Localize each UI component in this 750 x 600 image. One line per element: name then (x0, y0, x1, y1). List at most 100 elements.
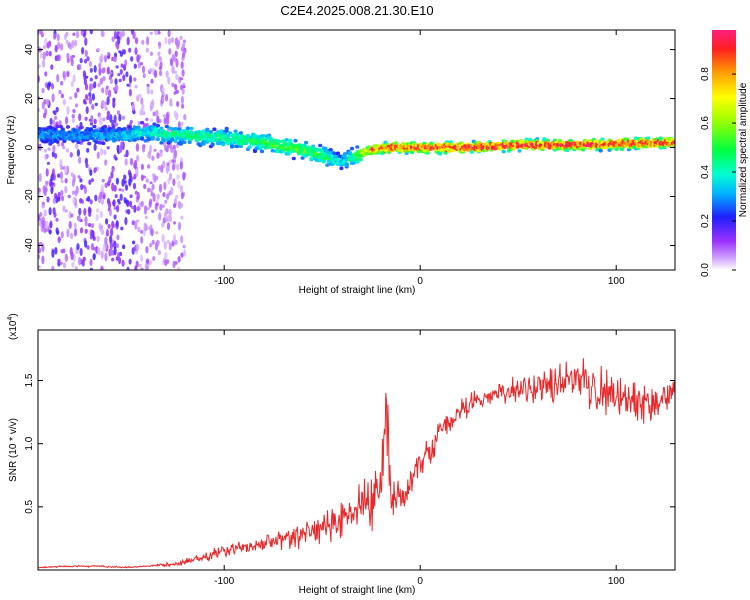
spectrogram-noise-cell (159, 149, 163, 154)
spectrogram-ridge-cell (349, 146, 355, 151)
spectrogram-noise-cell (45, 220, 49, 230)
spectrogram-noise-cell (78, 113, 82, 122)
spectrogram-noise-cell (169, 103, 173, 107)
spectrogram-noise-cell (102, 194, 106, 200)
spectrogram-noise-cell (107, 200, 112, 210)
spectrogram-noise-cell (80, 183, 84, 191)
spectrogram-ridge-cell (58, 124, 64, 129)
spectrogram-noise-cell (85, 106, 89, 114)
spectrogram-noise-cell (43, 227, 48, 233)
spectrogram-noise-cell (62, 205, 66, 213)
spectrogram-noise-cell (71, 179, 75, 187)
spectrogram-noise-cell (77, 215, 81, 222)
spectrogram-noise-cell (113, 154, 117, 160)
spectrogram-noise-cell (71, 54, 75, 58)
spectrogram-noise-cell (135, 260, 139, 268)
spectrogram-noise-cell (63, 33, 67, 41)
spectrogram-noise-cell (123, 174, 127, 180)
spectrogram-ridge-cell (212, 127, 217, 131)
spectrogram-ridge-cell (517, 149, 522, 153)
spectrogram-noise-cell (140, 97, 144, 105)
spectrogram-noise-cell (75, 30, 80, 39)
spectrogram-noise-cell (116, 234, 120, 241)
spectrogram-noise-cell (139, 62, 143, 66)
spectrogram-noise-cell (147, 154, 151, 158)
spectrogram-noise-cell (150, 118, 154, 123)
spectrogram-noise-cell (87, 195, 91, 202)
spectrogram-noise-cell (70, 213, 74, 218)
spectrogram-noise-cell (144, 205, 148, 211)
spectrogram-noise-cell (51, 265, 55, 270)
y-tick-label: -40 (24, 238, 35, 253)
spectrogram-noise-cell (46, 42, 50, 49)
spectrogram-ridge-cell (155, 123, 161, 128)
spectrogram-noise-cell (50, 64, 54, 70)
spectrogram-noise-cell (146, 83, 150, 87)
spectrogram-noise-cell (54, 153, 58, 159)
spectrogram-ridge-cell (309, 156, 314, 161)
spectrogram-noise-cell (183, 249, 187, 257)
spectrogram-noise-cell (98, 63, 102, 68)
spectrogram-noise-cell (100, 228, 104, 234)
spectrogram-noise-cell (155, 109, 159, 117)
spectrogram-noise-cell (57, 143, 61, 147)
spectrogram-noise-cell (181, 69, 185, 77)
spectrogram-noise-cell (165, 146, 169, 153)
spectrogram-noise-cell (43, 191, 47, 196)
spectrogram-plot-frame (37, 29, 676, 271)
spectrogram-noise-cell (155, 30, 159, 35)
spectrogram-noise-cell (45, 50, 49, 57)
spectrogram-ridge-cell (168, 126, 173, 131)
spectrogram-noise-cell (73, 228, 78, 237)
y-tick-label: 20 (24, 93, 35, 105)
spectrogram-noise-cell (108, 176, 112, 184)
spectrogram-noise-cell (149, 181, 153, 185)
spectrogram-noise-cell (52, 207, 56, 215)
spectrogram-noise-cell (158, 212, 162, 221)
spectrogram-noise-cell (64, 253, 68, 263)
spectrogram-ridge-cell (178, 140, 183, 145)
spectrogram-noise-cell (171, 65, 175, 74)
spectrogram-noise-cell (38, 173, 42, 183)
spectrogram-noise-cell (89, 77, 93, 82)
spectrogram-noise-cell (132, 176, 136, 180)
spectrogram-noise-cell (57, 258, 61, 263)
spectrogram-noise-cell (115, 65, 119, 69)
spectrogram-ridge-cell (221, 142, 226, 147)
spectrogram-noise-cell (176, 101, 180, 107)
spectrogram-noise-cell (84, 116, 88, 121)
spectrogram-noise-cell (177, 221, 182, 231)
colorbar-tick: 0.0 (700, 263, 736, 277)
y-tick-label: 0.5 (24, 499, 35, 513)
spectrogram-ridge-cell (469, 150, 474, 154)
spectrogram-noise-cell (104, 159, 108, 166)
spectrogram-noise-cell (159, 69, 163, 77)
x-tick-label: 100 (608, 276, 625, 287)
spectrogram-noise-cell (102, 75, 106, 82)
spectrogram-noise-cell (90, 178, 94, 183)
spectrogram-noise-cell (129, 157, 134, 166)
spectrogram-noise-cell (156, 115, 160, 124)
spectrogram-ridge-cell (101, 141, 106, 146)
spectrogram-noise-cell (82, 256, 86, 262)
spectrogram-noise-cell (96, 151, 100, 159)
spectrogram-noise-cell (86, 56, 90, 62)
spectrogram-noise-cell (83, 208, 87, 216)
spectrogram-noise-cell (100, 250, 104, 259)
spectrogram-ridge-cell (180, 137, 185, 141)
spectrogram-noise-cell (44, 37, 48, 47)
colorbar-tick-label: 0.4 (700, 165, 711, 179)
spectrogram-ridge-cell (355, 145, 360, 149)
spectrogram-noise-cell (98, 67, 102, 76)
spectrogram-ridge-cell (189, 126, 194, 131)
spectrogram-noise-cell (70, 172, 74, 177)
spectrogram-ridge-cell (339, 166, 344, 171)
spectrogram-noise-cell (57, 41, 61, 50)
spectrogram-noise-cell (74, 92, 78, 99)
spectrogram-noise-cell (171, 159, 175, 164)
spectrogram-ridge-cell (182, 140, 187, 144)
spectrogram-noise-cell (106, 66, 110, 75)
spectrogram-noise-cell (122, 244, 126, 250)
spectrogram-noise-cell (111, 36, 115, 42)
